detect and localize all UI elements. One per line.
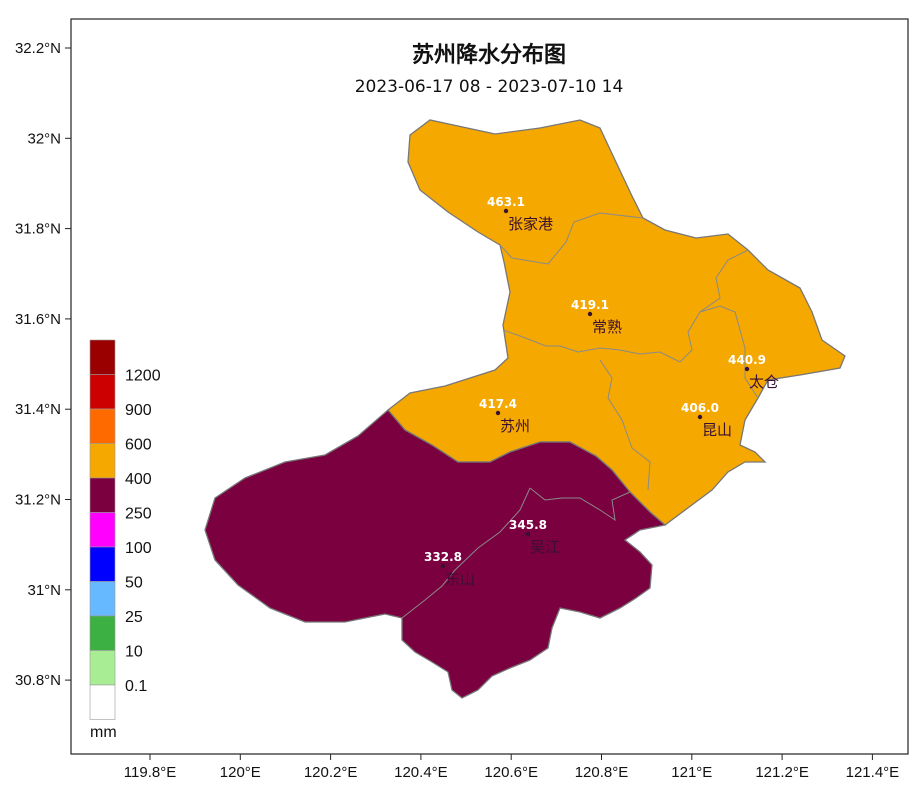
station-value: 417.4 <box>479 397 517 411</box>
station-dot <box>495 410 501 416</box>
station-name: 昆山 <box>702 421 732 439</box>
station-name: 苏州 <box>500 417 530 435</box>
legend-swatch <box>89 615 116 651</box>
station-name: 吴江 <box>530 538 560 556</box>
legend-label: 0.1 <box>125 678 147 695</box>
station-dot <box>525 531 531 537</box>
legend-swatch <box>89 477 116 513</box>
legend-swatch <box>89 650 116 686</box>
map-title: 苏州降水分布图 <box>412 42 566 68</box>
station-dot <box>503 208 509 214</box>
county-boundaries <box>401 212 759 619</box>
lon-tick-label: 121.2°E <box>755 764 809 781</box>
station-dot <box>587 311 593 317</box>
legend-swatch <box>89 408 116 444</box>
lon-tick-label: 120.8°E <box>575 764 629 781</box>
lat-tick-label: 31.2°N <box>15 492 61 509</box>
map-subtitle: 2023-06-17 08 - 2023-07-10 14 <box>355 77 624 97</box>
longitude-axis: 119.8°E 120°E 120.2°E 120.4°E 120.6°E 120.8°E… <box>124 754 899 781</box>
station-dot <box>697 414 703 420</box>
lon-tick-label: 120.4°E <box>394 764 448 781</box>
station-name: 东山 <box>445 570 475 588</box>
lon-tick-label: 120°E <box>220 764 261 781</box>
station-value: 406.0 <box>681 401 719 415</box>
legend-label: 25 <box>125 609 143 626</box>
lat-tick-label: 31°N <box>27 582 61 599</box>
lon-tick-label: 121°E <box>671 764 712 781</box>
station-name: 太仓 <box>749 373 779 391</box>
color-legend: 1200 900 600 400 250 100 50 25 10 0.1 <box>89 339 161 720</box>
station-value: 345.8 <box>509 518 547 532</box>
lat-tick-label: 31.6°N <box>15 311 61 328</box>
lat-tick-label: 32°N <box>27 130 61 147</box>
legend-unit: mm <box>90 724 117 741</box>
legend-label: 400 <box>125 471 152 488</box>
legend-label: 50 <box>125 575 143 592</box>
latitude-axis: 32.2°N 32°N 31.8°N 31.6°N 31.4°N 31.2°N 31°N 30… <box>15 40 71 689</box>
legend-label: 100 <box>125 540 152 557</box>
station-name: 张家港 <box>508 215 553 233</box>
legend-label: 900 <box>125 402 152 419</box>
station-value: 419.1 <box>571 298 609 312</box>
legend-swatch <box>89 443 116 479</box>
legend-swatch <box>89 339 116 375</box>
legend-label: 10 <box>125 644 143 661</box>
legend-label: 1200 <box>125 368 161 385</box>
legend-swatch <box>89 374 116 410</box>
station-value: 463.1 <box>487 195 525 209</box>
region-maroon-250-400 <box>204 409 667 699</box>
station-name: 常熟 <box>592 318 622 336</box>
lat-tick-label: 31.8°N <box>15 221 61 238</box>
station-dot <box>744 366 750 372</box>
legend-label: 250 <box>125 506 152 523</box>
legend-swatch <box>89 684 116 720</box>
lat-tick-label: 30.8°N <box>15 672 61 689</box>
legend-label: 600 <box>125 437 152 454</box>
legend-swatch <box>89 546 116 582</box>
station-value: 332.8 <box>424 550 462 564</box>
legend-swatch <box>89 512 116 548</box>
lon-tick-label: 121.4°E <box>846 764 900 781</box>
station-value: 440.9 <box>728 353 766 367</box>
lat-tick-label: 32.2°N <box>15 40 61 57</box>
lon-tick-label: 120.2°E <box>304 764 358 781</box>
lon-tick-label: 119.8°E <box>124 764 176 781</box>
station-dot <box>440 563 446 569</box>
lon-tick-label: 120.6°E <box>484 764 538 781</box>
lat-tick-label: 31.4°N <box>15 401 61 418</box>
legend-swatch <box>89 581 116 617</box>
station-markers: 463.1 张家港 419.1 常熟 440.9 太仓 417.4 苏州 406.0 昆山 345.… <box>424 195 779 588</box>
